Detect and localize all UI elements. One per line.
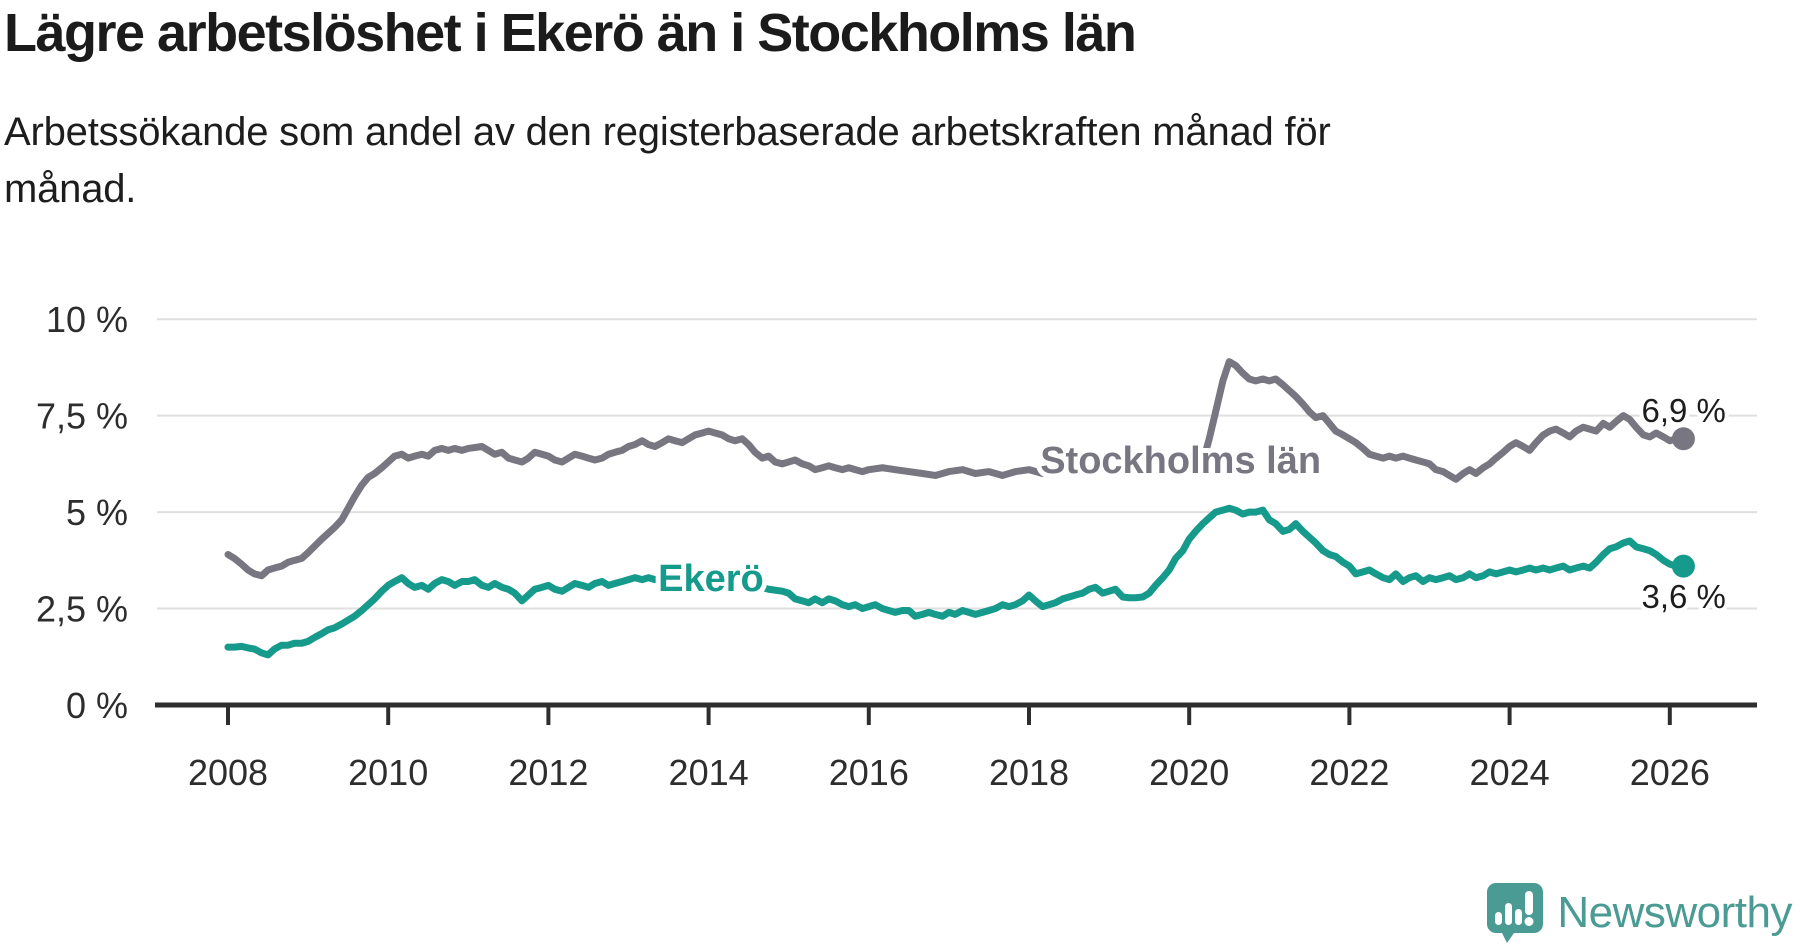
y-tick-label: 5 %	[66, 492, 128, 533]
bar-tall	[1505, 903, 1513, 925]
y-tick-label: 7,5 %	[36, 396, 128, 437]
newsworthy-speech-bubble-bar-chart-icon	[1487, 883, 1544, 943]
series-label: Stockholms län	[1040, 440, 1321, 482]
subtitle-line-1: Arbetssökande som andel av den registerb…	[4, 110, 1331, 154]
x-tick-label: 2026	[1630, 752, 1710, 793]
x-tick-label: 2022	[1309, 752, 1389, 793]
x-tick-label: 2020	[1149, 752, 1229, 793]
exclamation-dot	[1524, 917, 1534, 926]
series-end-dot	[1671, 427, 1695, 451]
series-line-eker-	[224, 504, 1687, 659]
exclamation-bar	[1525, 891, 1534, 915]
y-tick-label: 10 %	[46, 299, 128, 340]
series-line-stockholms-l-n	[224, 358, 1687, 580]
x-tick-label: 2024	[1470, 752, 1550, 793]
bar-medium	[1515, 909, 1523, 925]
y-tick-label: 0 %	[66, 685, 128, 726]
x-tick-label: 2016	[829, 752, 909, 793]
newsworthy-wordmark: Newsworthy	[1557, 888, 1792, 937]
subtitle-line-2: månad.	[4, 166, 137, 211]
x-tick-label: 2010	[348, 752, 428, 793]
page-title: Lägre arbetslöshet i Ekerö än i Stockhol…	[4, 3, 1137, 63]
y-tick-label: 2,5 %	[36, 589, 128, 630]
series-label: Ekerö	[658, 558, 764, 600]
series-end-dot	[1671, 554, 1695, 578]
newsworthy-branding[interactable]: Newsworthy	[1486, 882, 1792, 944]
x-tick-label: 2008	[188, 752, 268, 793]
x-tick-label: 2014	[669, 752, 749, 793]
bar-small	[1495, 912, 1503, 925]
series-end-value-label: 3,6 %	[1641, 578, 1725, 615]
x-tick-label: 2018	[989, 752, 1069, 793]
x-tick-label: 2012	[508, 752, 588, 793]
series-end-value-label: 6,9 %	[1641, 392, 1725, 429]
chart-subtitle: Arbetssökande som andel av den registerb…	[4, 104, 1331, 218]
